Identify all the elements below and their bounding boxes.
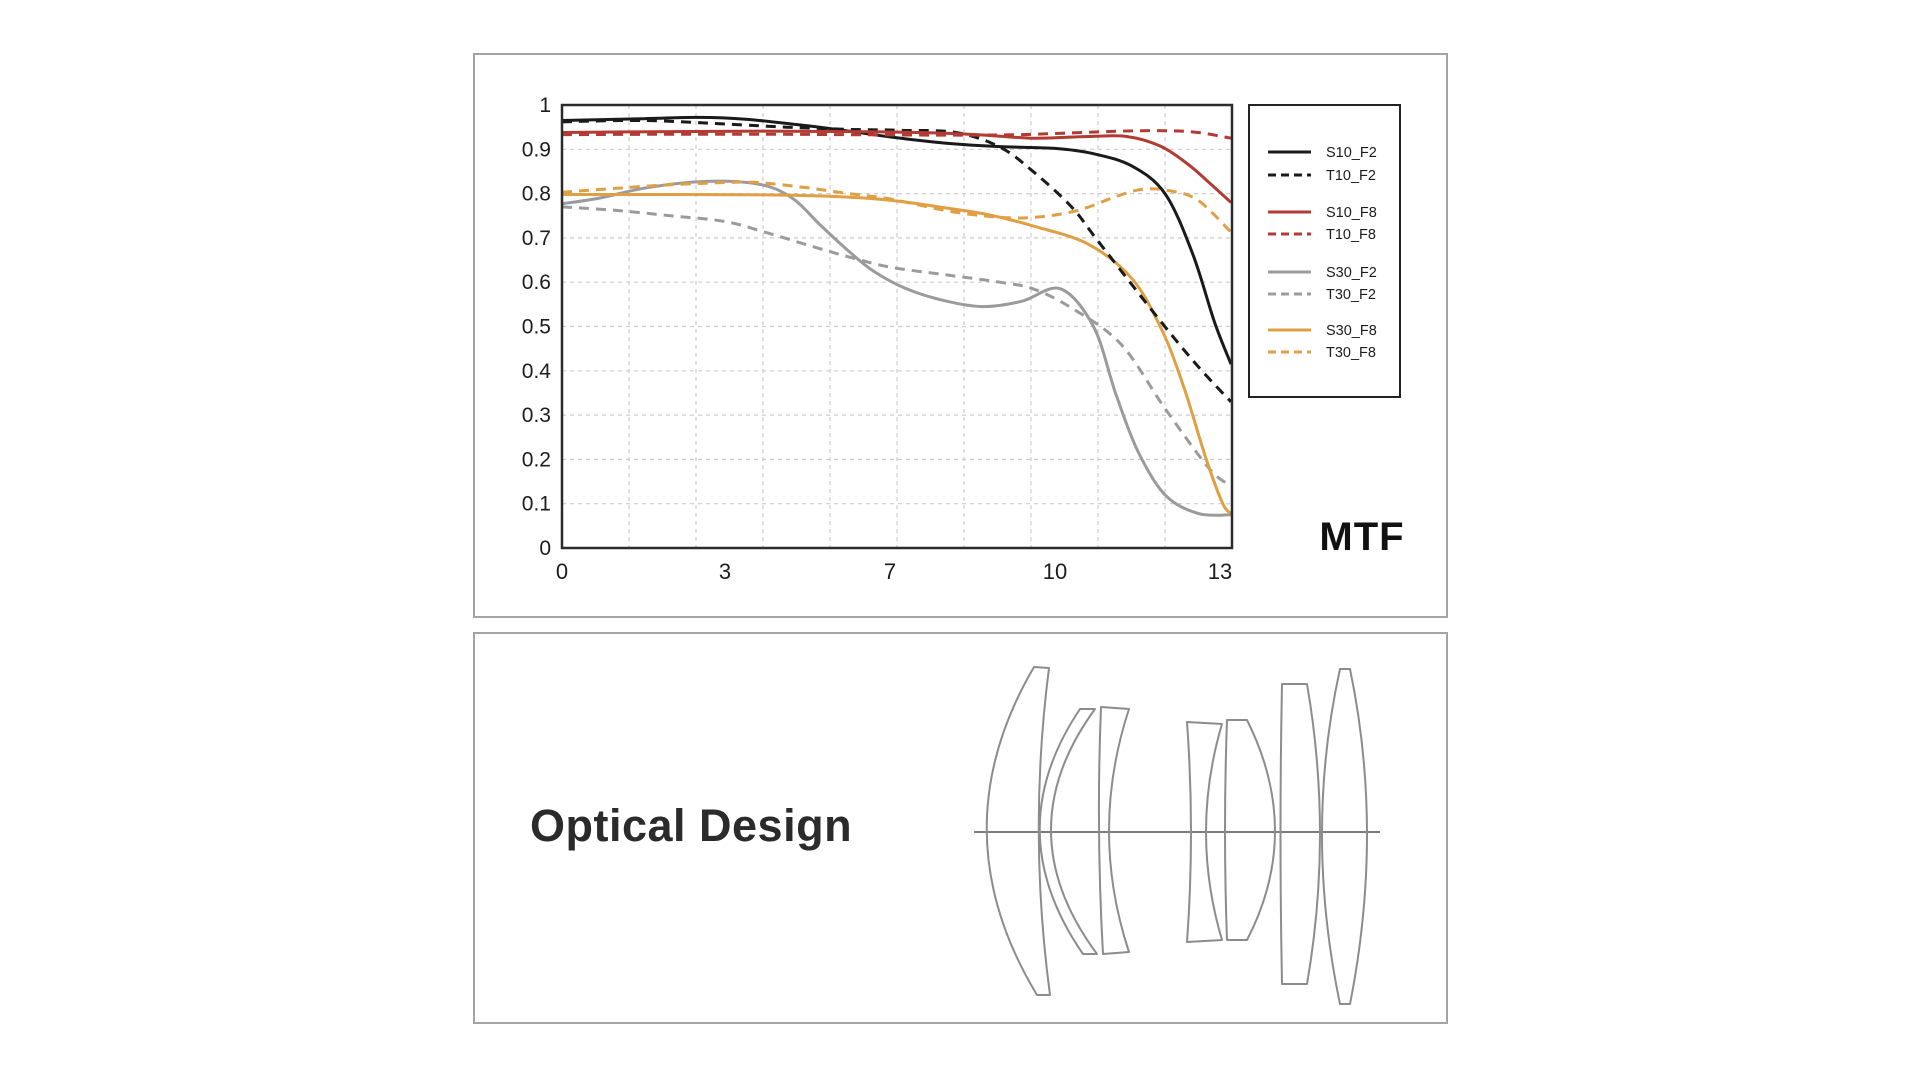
grid xyxy=(562,105,1232,548)
legend-label-S30_F8: S30_F8 xyxy=(1326,323,1377,339)
legend: S10_F2 T10_F2 S10_F8 T10_F8 S30_F2 T30_F2 S30_… xyxy=(1248,104,1401,398)
y-tick-label: 0.4 xyxy=(522,360,552,383)
legend-label-S30_F2: S30_F2 xyxy=(1326,265,1377,281)
y-axis-labels: 1 0.9 0.8 0.7 0.6 0.5 0.4 0.3 0.2 0.1 0 xyxy=(522,94,552,560)
plot-frame xyxy=(560,103,1234,550)
y-tick-label: 0 xyxy=(539,537,551,560)
legend-label-S10_F8: S10_F8 xyxy=(1326,205,1377,221)
optical-design-title: Optical Design xyxy=(530,800,853,851)
lens-element-4 xyxy=(1186,721,1223,943)
legend-label-T30_F2: T30_F2 xyxy=(1326,287,1376,303)
legend-box xyxy=(1248,104,1401,398)
series-S30_F2 xyxy=(562,179,1232,517)
x-tick-label: 0 xyxy=(556,559,568,584)
y-tick-label: 0.5 xyxy=(522,316,551,339)
x-tick-label: 10 xyxy=(1043,559,1067,584)
y-tick-label: 0.6 xyxy=(522,271,551,294)
series-S10_F8 xyxy=(562,129,1232,204)
lens-element-3 xyxy=(1097,706,1130,955)
series-T10_F8 xyxy=(562,129,1232,140)
lens-element-6 xyxy=(1279,683,1321,985)
y-tick-label: 0.8 xyxy=(522,183,551,206)
legend-label-T30_F8: T30_F8 xyxy=(1326,345,1376,361)
optical-design-panel: Optical Design xyxy=(473,632,1448,1024)
y-tick-label: 0.3 xyxy=(522,404,551,427)
x-tick-label: 7 xyxy=(884,559,896,584)
lens-diagram xyxy=(974,666,1380,1005)
y-tick-label: 0.9 xyxy=(522,138,551,161)
series-T10_F2 xyxy=(562,118,1232,403)
mtf-chart: 1 0.9 0.8 0.7 0.6 0.5 0.4 0.3 0.2 0.1 00 3 7 10 13 S10_… xyxy=(522,94,1401,584)
lens-element-5 xyxy=(1224,719,1276,941)
mtf-panel: 1 0.9 0.8 0.7 0.6 0.5 0.4 0.3 0.2 0.1 0 0 3 7 10 13 S10_… xyxy=(473,53,1448,618)
y-tick-label: 0.1 xyxy=(522,493,551,516)
series-S10_F2 xyxy=(562,115,1232,365)
y-tick-label: 1 xyxy=(539,94,551,117)
legend-label-T10_F8: T10_F8 xyxy=(1326,227,1376,243)
x-tick-label: 3 xyxy=(719,559,731,584)
y-tick-label: 0.2 xyxy=(522,448,551,471)
y-tick-label: 0.7 xyxy=(522,227,551,250)
lens-element-7 xyxy=(1321,668,1368,1005)
series-S30_F8 xyxy=(562,192,1232,515)
mtf-chart-title: MTF xyxy=(1319,515,1405,559)
lens-element-2 xyxy=(1038,708,1098,955)
series-group xyxy=(562,115,1232,517)
legend-label-S10_F2: S10_F2 xyxy=(1326,145,1377,161)
legend-label-T10_F2: T10_F2 xyxy=(1326,168,1376,184)
series-T30_F8 xyxy=(562,180,1232,234)
x-tick-label: 13 xyxy=(1208,559,1232,584)
lens-element-1 xyxy=(985,666,1051,996)
x-axis-labels: 0 3 7 10 13 xyxy=(556,559,1232,584)
series-T30_F2 xyxy=(562,205,1232,488)
